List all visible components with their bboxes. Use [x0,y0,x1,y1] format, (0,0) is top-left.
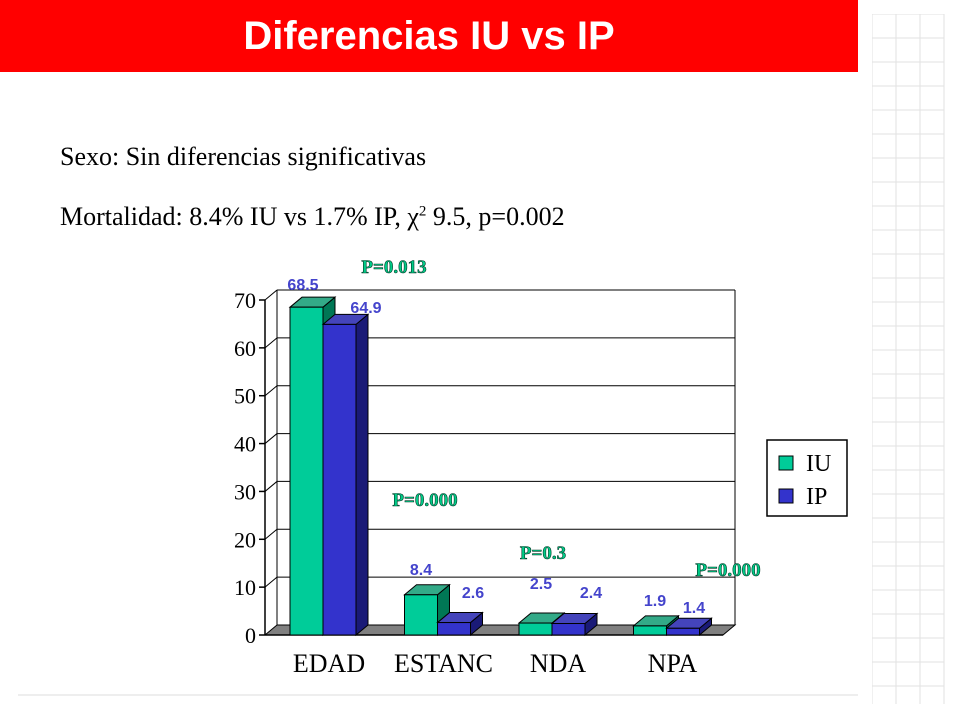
bar-ip [322,323,357,636]
legend-swatch-iu [778,455,794,471]
legend-swatch-ip [778,488,794,504]
gridline-side [264,576,278,588]
mortality-suffix: 9.5, p=0.002 [426,202,565,231]
y-tick-label: 20 [234,527,256,552]
p-value-annotation: P=0.013 [361,257,426,278]
slide-title: Diferencias IU vs IP [243,14,615,58]
p-value-annotation: P=0.000 [392,490,457,511]
bar-side-ip [355,313,369,637]
x-tick-label: ESTANC [394,649,493,678]
y-tick-label: 30 [234,479,256,504]
bar-iu [633,625,667,636]
y-tick-label: 50 [234,384,256,409]
data-label-ip: 2.6 [462,585,484,602]
data-label-iu: 8.4 [410,562,432,579]
p-value-annotation: P=0.3 [520,543,566,564]
bar-ip [666,627,700,636]
gridline-side [264,289,278,301]
bar-iu [404,594,438,636]
chi-square-superscript: 2 [418,203,427,220]
gridline-side [264,337,278,349]
mortality-note: Mortalidad: 8.4% IU vs 1.7% IP, χ2 9.5, … [60,202,565,232]
bar-ip [437,622,471,636]
gridline-side [264,481,278,492]
gridline-side [264,433,278,444]
bar-iu [289,306,324,636]
data-label-iu: 1.9 [644,593,666,610]
gridline-side [264,385,278,397]
y-tick-label: 10 [234,575,256,600]
x-tick-label: NPA [648,649,698,678]
mortality-prefix: Mortalidad: 8.4% IU vs 1.7% IP, χ [60,202,419,231]
legend-label-iu: IU [806,451,831,477]
p-value-annotation: P=0.000 [695,560,760,581]
title-bar [0,0,858,72]
y-tick-label: 70 [234,288,256,313]
data-label-iu: 68.5 [287,277,318,294]
y-tick-label: 0 [245,623,256,648]
bar-iu [518,622,553,636]
y-tick-label: 60 [234,336,256,361]
sex-note: Sexo: Sin diferencias significativas [60,142,427,171]
y-tick-label: 40 [234,432,256,457]
legend-label-ip: IP [806,484,827,510]
data-label-ip: 64.9 [350,300,381,317]
bar-ip [551,623,586,636]
gridline-side [264,528,278,540]
data-label-ip: 1.4 [683,600,705,617]
data-label-ip: 2.4 [580,585,602,602]
bottom-divider [18,694,858,696]
decorative-grid [872,14,945,704]
data-label-iu: 2.5 [530,576,552,593]
x-tick-label: EDAD [293,649,365,678]
x-tick-label: NDA [530,649,587,678]
